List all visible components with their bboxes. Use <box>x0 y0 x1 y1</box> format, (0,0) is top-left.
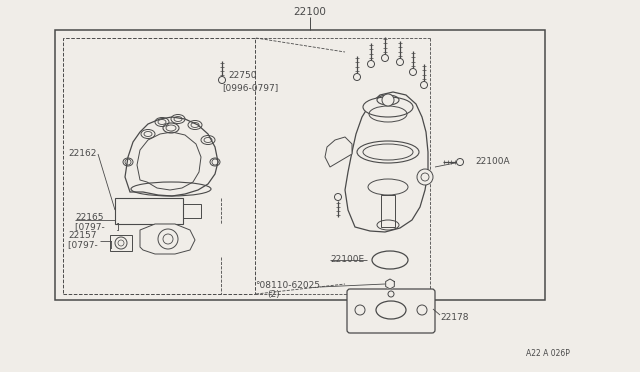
Polygon shape <box>386 279 394 289</box>
Text: 22157: 22157 <box>68 231 97 240</box>
Text: 22100: 22100 <box>294 7 326 17</box>
Text: 22100A: 22100A <box>475 157 509 167</box>
Text: [0797-    ]: [0797- ] <box>75 222 120 231</box>
Bar <box>63 38 255 294</box>
Polygon shape <box>137 132 201 190</box>
Ellipse shape <box>372 251 408 269</box>
Circle shape <box>417 169 433 185</box>
Bar <box>55 30 545 300</box>
Text: 22100E: 22100E <box>330 256 364 264</box>
Circle shape <box>397 58 403 65</box>
Circle shape <box>456 158 463 166</box>
Polygon shape <box>325 137 352 167</box>
Text: 22750: 22750 <box>228 71 257 80</box>
FancyBboxPatch shape <box>347 289 435 333</box>
Circle shape <box>218 77 225 83</box>
Circle shape <box>382 94 394 106</box>
Circle shape <box>335 193 342 201</box>
Bar <box>183 204 201 218</box>
Text: (2): (2) <box>267 291 280 299</box>
Ellipse shape <box>376 301 406 319</box>
Text: 22162: 22162 <box>68 150 97 158</box>
Circle shape <box>158 229 178 249</box>
Circle shape <box>367 61 374 67</box>
Ellipse shape <box>357 141 419 163</box>
Polygon shape <box>345 92 428 232</box>
Text: 22165: 22165 <box>75 212 104 221</box>
Circle shape <box>353 74 360 80</box>
Bar <box>115 198 183 224</box>
Bar <box>110 235 132 251</box>
Bar <box>381 195 395 227</box>
Polygon shape <box>140 224 195 254</box>
Circle shape <box>410 68 417 76</box>
Ellipse shape <box>363 97 413 117</box>
Circle shape <box>420 81 428 89</box>
Circle shape <box>355 305 365 315</box>
Circle shape <box>417 305 427 315</box>
Text: °08110-62025: °08110-62025 <box>255 280 320 289</box>
Text: A22 A 026P: A22 A 026P <box>526 350 570 359</box>
Text: [0797-    ]: [0797- ] <box>68 241 113 250</box>
Text: [0996-0797]: [0996-0797] <box>222 83 278 93</box>
Text: 22178: 22178 <box>440 312 468 321</box>
Circle shape <box>381 55 388 61</box>
